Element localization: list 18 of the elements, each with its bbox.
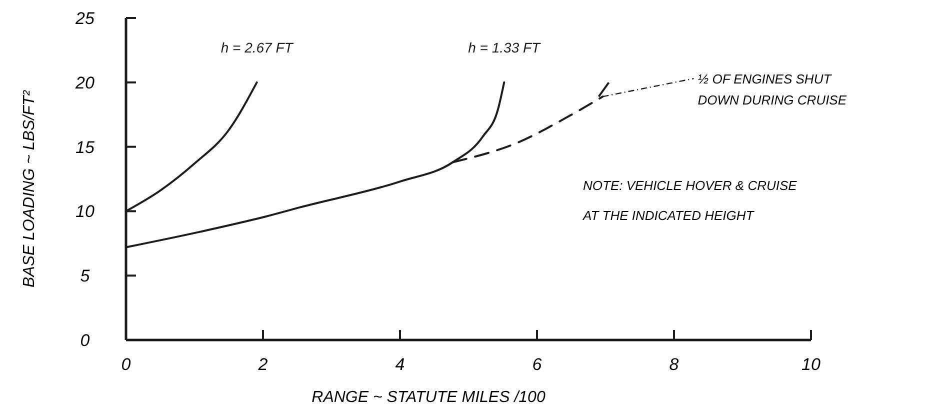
x-tick-label: 8 [669, 355, 680, 374]
x-axis-title: RANGE ~ STATUTE MILES /100 [312, 389, 546, 406]
x-tick-label: 0 [121, 355, 132, 374]
y-tick-label: 10 [76, 202, 95, 222]
x-tick-label: 10 [802, 355, 821, 374]
annotation: ½ OF ENGINES SHUT DOWN DURING CRUISE [698, 72, 847, 108]
annotation: NOTE: VEHICLE HOVER & CRUISE AT THE INDICATED HEIGHT [582, 178, 798, 223]
y-tick-label: 0 [80, 331, 90, 350]
y-axis-title: BASE LOADING ~ LBS/FT² [21, 90, 38, 288]
y-tick-label: 20 [74, 73, 95, 92]
y-tick-label: 5 [80, 266, 90, 286]
y-tick-label: 25 [74, 9, 95, 28]
x-tick-label: 4 [395, 355, 405, 374]
x-tick-label: 6 [532, 355, 542, 374]
x-tick-label: 2 [257, 355, 268, 374]
y-tick-label: 15 [76, 138, 95, 157]
text: h = 2.67 FT [220, 39, 294, 56]
text: h = 1.33 FT [468, 39, 542, 56]
